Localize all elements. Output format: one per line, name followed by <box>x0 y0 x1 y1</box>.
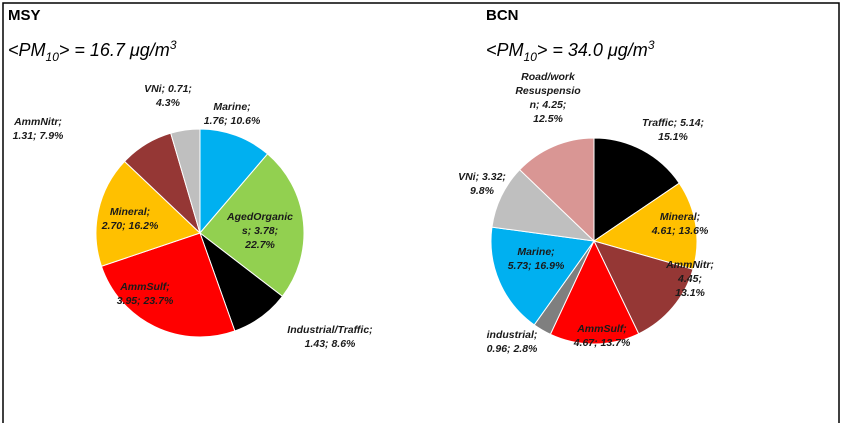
slice-label: Resuspensio <box>515 85 581 97</box>
subtitle-part: > = 34.0 μg/m <box>537 40 648 60</box>
pie-slice <box>593 137 680 242</box>
slice-label: 22.7% <box>244 239 275 251</box>
pie-slice <box>490 226 595 326</box>
subtitle-subscript: 10 <box>46 50 60 64</box>
slice-label: Road/work <box>521 71 576 83</box>
slice-label: Mineral; <box>660 211 700 223</box>
subtitle-part: <PM <box>486 40 524 60</box>
slice-label: 9.8% <box>470 185 495 197</box>
pie-slice <box>592 182 698 270</box>
slice-label: AmmSulf; <box>576 323 627 335</box>
slice-label: 1.31; 7.9% <box>13 130 64 142</box>
subtitle-superscript: 3 <box>170 38 177 52</box>
slice-label: 5.73; 16.9% <box>508 260 565 272</box>
pie-slice <box>549 239 640 345</box>
slice-label: s; 3.78; <box>242 225 278 237</box>
slice-label: 2.70; 16.2% <box>101 220 159 232</box>
chart-subtitle: <PM10> = 34.0 μg/m3 <box>486 38 655 64</box>
subtitle-part: <PM <box>8 40 46 60</box>
pie-slice <box>170 128 201 234</box>
slice-label: 4.45; <box>677 273 702 285</box>
slice-label: 1.43; 8.6% <box>305 338 356 350</box>
slice-label: 13.1% <box>675 287 705 299</box>
slice-label: n; 4.25; <box>530 99 567 111</box>
slice-label: Mineral; <box>110 206 150 218</box>
slice-label: industrial; <box>487 329 538 341</box>
pie-slice <box>518 137 595 243</box>
slice-label: AmmNitr; <box>13 116 62 128</box>
chart-subtitle: <PM10> = 16.7 μg/m3 <box>8 38 177 64</box>
slice-label: 4.67; 13.7% <box>573 337 631 349</box>
pie-slice <box>199 153 305 298</box>
slice-label: Marine; <box>213 101 250 113</box>
pie-slice <box>100 232 236 338</box>
subtitle-subscript: 10 <box>524 50 538 64</box>
slice-label: Industrial/Traffic; <box>287 324 372 336</box>
slice-label: 3.95; 23.7% <box>117 295 174 307</box>
pie-slice <box>95 160 201 267</box>
slice-label: VNi; 3.32; <box>458 171 506 183</box>
slice-label: 12.5% <box>533 113 563 125</box>
slice-label: VNi; 0.71; <box>144 83 192 95</box>
chart-title: BCN <box>486 7 519 24</box>
slice-label: AgedOrganic <box>226 211 293 223</box>
subtitle-part: > = 16.7 μg/m <box>59 40 170 60</box>
slice-label: AmmNitr; <box>665 259 714 271</box>
slice-label: AmmSulf; <box>119 281 170 293</box>
pie-slice <box>593 240 694 335</box>
slice-label: 15.1% <box>658 131 688 143</box>
slice-label: Marine; <box>517 246 554 258</box>
slice-label: 0.96; 2.8% <box>487 343 538 355</box>
slice-label: Traffic; 5.14; <box>642 117 704 129</box>
slice-label: 1.76; 10.6% <box>204 115 261 127</box>
chart-title: MSY <box>8 7 41 24</box>
slice-label: 4.3% <box>155 97 181 109</box>
pie-slice <box>199 128 269 235</box>
slice-label: 4.61; 13.6% <box>651 225 709 237</box>
subtitle-superscript: 3 <box>648 38 655 52</box>
